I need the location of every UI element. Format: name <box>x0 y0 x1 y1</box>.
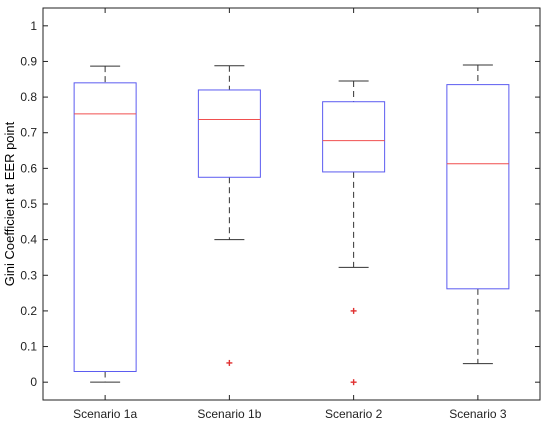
y-tick-label: 0.1 <box>20 340 37 354</box>
box <box>197 89 261 178</box>
chart-marks: 0 0.1 0.2 0.3 0.4 0.5 0.6 0.7 0.8 0.9 1 Scenario 1a… <box>20 8 540 421</box>
plot-area <box>42 7 541 401</box>
x-tick-label: Scenario 2 <box>325 407 383 421</box>
y-tick-label: 0.4 <box>20 233 37 247</box>
y-tick-label: 0.2 <box>20 304 37 318</box>
x-tick-label: Scenario 1b <box>197 407 261 421</box>
box <box>73 82 137 372</box>
y-tick-label: 0.9 <box>20 54 37 68</box>
y-tick-label: 1 <box>30 19 37 33</box>
y-tick-label: 0.8 <box>20 90 37 104</box>
box <box>446 84 510 290</box>
y-tick-label: 0.6 <box>20 161 37 175</box>
box <box>322 101 386 173</box>
y-tick-label: 0 <box>30 375 37 389</box>
y-tick-label: 0.3 <box>20 268 37 282</box>
x-tick-label: Scenario 3 <box>449 407 507 421</box>
x-tick-label: Scenario 1a <box>73 407 137 421</box>
y-tick-label: 0.7 <box>20 126 37 140</box>
y-tick-label: 0.5 <box>20 197 37 211</box>
y-axis-label: Gini Coefficient at EER point <box>2 121 17 286</box>
